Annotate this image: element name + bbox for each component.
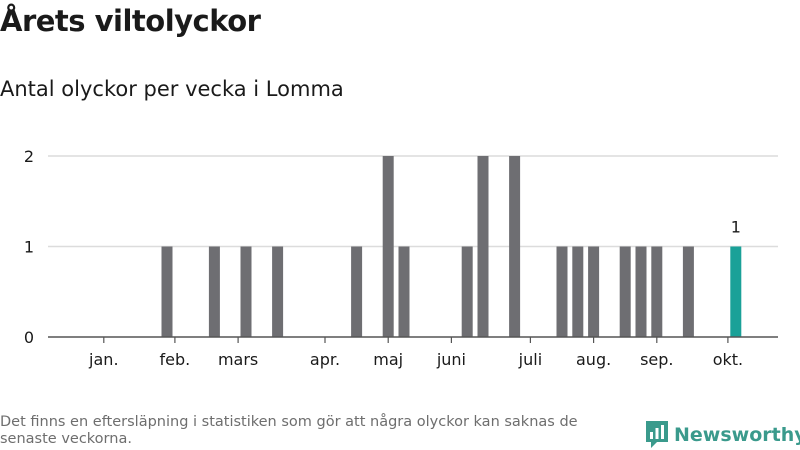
bar (572, 246, 584, 337)
bar-highlight (730, 246, 742, 337)
brand-logo: Newsworthy (645, 420, 800, 450)
chart-title: Årets viltolyckor (0, 4, 261, 38)
bar-chart: 0 1 2 1 jan. feb. mars apr. maj juni juli aug. sep. o… (24, 147, 778, 369)
bar (208, 246, 220, 337)
y-tick-label: 0 (24, 328, 34, 347)
x-tick-label: mars (218, 350, 258, 369)
x-tick-label: juli (518, 350, 542, 369)
bar (398, 246, 410, 337)
bar (161, 246, 173, 337)
y-tick-label: 2 (24, 147, 34, 166)
x-tick-label: okt. (713, 350, 743, 369)
x-tick-label: apr. (310, 350, 340, 369)
data-label: 1 (731, 218, 741, 237)
x-tick-label: jan. (88, 350, 118, 369)
bar (461, 246, 473, 337)
bar (588, 246, 600, 337)
x-tick-label: sep. (640, 350, 673, 369)
bar (556, 246, 568, 337)
bar (635, 246, 647, 337)
bar (682, 246, 694, 337)
bar (382, 156, 394, 337)
bar (240, 246, 252, 337)
x-tick-label: feb. (160, 350, 191, 369)
bar (619, 246, 631, 337)
bar (272, 246, 284, 337)
chart-subtitle: Antal olyckor per vecka i Lomma (0, 77, 344, 101)
x-tick-label: juni (436, 350, 466, 369)
bar (509, 156, 521, 337)
bar (351, 246, 363, 337)
bar (651, 246, 663, 337)
y-tick-label: 1 (24, 238, 34, 257)
x-tick-label: aug. (576, 350, 611, 369)
x-tick-label: maj (373, 350, 403, 369)
newsworthy-logo-icon (646, 421, 668, 448)
footnote: Det finns en eftersläpning i statistiken… (0, 414, 578, 447)
bar (477, 156, 489, 337)
brand-name: Newsworthy (674, 424, 800, 446)
